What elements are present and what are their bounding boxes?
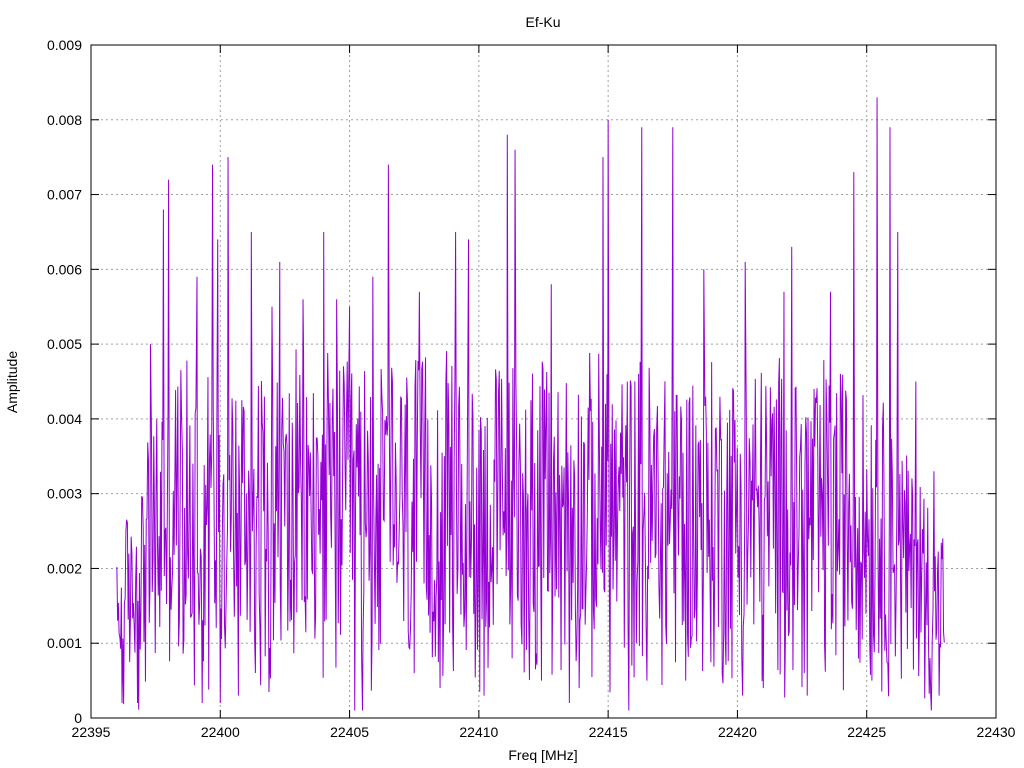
x-tick-label: 22415 — [589, 724, 628, 740]
y-tick-label: 0.001 — [47, 635, 82, 651]
y-tick-label: 0.004 — [47, 411, 82, 427]
y-tick-label: 0 — [74, 710, 82, 726]
x-tick-label: 22425 — [847, 724, 886, 740]
x-tick-label: 22395 — [72, 724, 111, 740]
series-line — [116, 97, 945, 711]
x-tick-label: 22405 — [330, 724, 369, 740]
y-tick-label: 0.005 — [47, 336, 82, 352]
y-tick-label: 0.008 — [47, 112, 82, 128]
y-tick-label: 0.007 — [47, 187, 82, 203]
y-tick-label: 0.003 — [47, 486, 82, 502]
series-layer — [116, 97, 945, 711]
ticks: 22395 22400 22405 22410 22415 22420 22425 22430… — [47, 37, 1016, 740]
x-tick-label: 22420 — [718, 724, 757, 740]
y-tick-label: 0.006 — [47, 261, 82, 277]
x-tick-label: 22400 — [201, 724, 240, 740]
plot-frame — [90, 44, 997, 719]
y-axis-label: Amplitude — [4, 351, 20, 413]
chart-title: Ef-Ku — [525, 14, 560, 30]
x-axis-label: Freq [MHz] — [508, 747, 577, 763]
x-tick-label: 22430 — [977, 724, 1016, 740]
x-tick-label: 22410 — [459, 724, 498, 740]
y-tick-label: 0.009 — [47, 37, 82, 53]
y-tick-label: 0.002 — [47, 560, 82, 576]
